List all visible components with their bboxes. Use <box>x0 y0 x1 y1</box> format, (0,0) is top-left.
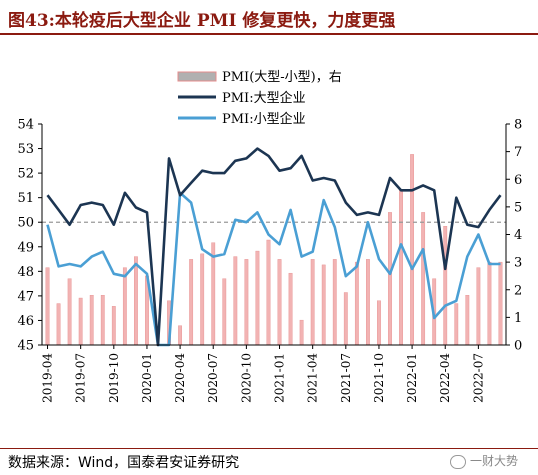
bar-2021-02 <box>288 272 293 346</box>
x-tick-label-2022-01: 2022-01 <box>405 353 419 403</box>
bar-series <box>45 154 503 346</box>
bar-2022-02 <box>421 212 426 346</box>
bar-2019-05 <box>56 303 61 346</box>
x-tick-label-2019-04: 2019-04 <box>41 353 55 403</box>
bar-2020-10 <box>244 259 249 346</box>
x-tick-label-2021-01: 2021-01 <box>273 353 287 403</box>
legend-bar-label: PMI(大型-小型)，右 <box>222 70 342 85</box>
chart-title: 图43:本轮疫后大型企业 PMI 修复更快，力度更强 <box>8 11 396 31</box>
x-tick-label-2021-07: 2021-07 <box>339 353 353 403</box>
right-tick-label-1: 1 <box>514 311 522 326</box>
data-source: 数据来源：Wind，国泰君安证券研究 <box>8 455 240 471</box>
bar-2021-10 <box>377 300 381 346</box>
bar-2020-09 <box>233 256 238 346</box>
x-tick-label-2022-07: 2022-07 <box>471 353 485 403</box>
bar-2021-12 <box>399 190 403 346</box>
x-tick-label-2020-07: 2020-07 <box>206 353 220 403</box>
bar-2021-08 <box>354 261 359 346</box>
x-tick-label-2019-10: 2019-10 <box>107 353 121 403</box>
x-tick-label-2022-04: 2022-04 <box>438 353 452 403</box>
left-tick-label-47: 47 <box>17 289 34 304</box>
bar-2020-04 <box>178 325 182 346</box>
bar-2020-05 <box>189 259 194 346</box>
bar-2021-01 <box>277 259 282 346</box>
bar-2021-05 <box>321 264 326 346</box>
left-tick-label-52: 52 <box>17 167 34 182</box>
bar-2020-06 <box>200 253 205 346</box>
bar-2021-03 <box>299 319 304 346</box>
footer-divider <box>0 448 538 449</box>
right-tick-label-6: 6 <box>514 173 522 188</box>
bar-2021-07 <box>343 292 348 346</box>
bar-2019-08 <box>89 295 94 346</box>
watermark: 一财大势 <box>450 452 518 469</box>
bar-2019-09 <box>100 295 105 346</box>
right-tick-label-2: 2 <box>514 283 522 298</box>
line-small-enterprise <box>46 191 501 347</box>
bar-2019-12 <box>134 256 138 346</box>
x-tick-label-2020-10: 2020-10 <box>239 353 253 403</box>
bar-2022-05 <box>454 303 459 346</box>
bar-2019-11 <box>122 267 127 346</box>
legend-bar-swatch <box>177 71 217 82</box>
bar-2022-06 <box>465 295 470 346</box>
x-tick-label-2021-04: 2021-04 <box>306 353 320 403</box>
right-tick-label-5: 5 <box>514 200 522 215</box>
x-tick-label-2021-10: 2021-10 <box>372 353 386 403</box>
bar-2022-09 <box>498 261 503 346</box>
bar-2022-07 <box>476 267 481 346</box>
legend: PMI(大型-小型)，右 PMI:大型企业 PMI:小型企业 <box>177 70 342 127</box>
right-tick-label-0: 0 <box>514 339 522 354</box>
bar-2021-09 <box>366 259 370 346</box>
wechat-icon <box>450 454 466 469</box>
right-tick-label-7: 7 <box>514 145 522 160</box>
bar-2022-01 <box>410 154 414 346</box>
bar-2020-11 <box>255 250 260 346</box>
right-tick-label-3: 3 <box>514 256 522 271</box>
bar-2022-08 <box>487 261 492 346</box>
bar-2020-12 <box>266 239 271 346</box>
left-tick-label-50: 50 <box>17 216 34 231</box>
x-tick-label-2020-04: 2020-04 <box>173 353 187 403</box>
bar-2019-10 <box>111 306 116 346</box>
title-divider <box>0 33 538 35</box>
x-tick-label-2020-01: 2020-01 <box>140 353 154 403</box>
left-tick-label-46: 46 <box>17 314 34 329</box>
x-tick-label-2019-07: 2019-07 <box>74 353 88 403</box>
right-tick-label-8: 8 <box>514 118 522 133</box>
left-tick-label-45: 45 <box>17 339 34 354</box>
bar-2020-07 <box>211 242 216 346</box>
bar-2021-06 <box>332 259 337 346</box>
legend-small-label: PMI:小型企业 <box>222 111 306 127</box>
legend-large-label: PMI:大型企业 <box>222 90 306 106</box>
bar-2019-06 <box>67 278 72 346</box>
bar-2022-04 <box>443 226 448 346</box>
left-tick-label-54: 54 <box>17 118 34 133</box>
left-tick-label-49: 49 <box>17 240 34 255</box>
line-series <box>46 147 502 347</box>
line-large-enterprise <box>46 147 502 347</box>
bar-2021-11 <box>388 212 392 346</box>
bar-2021-04 <box>310 259 315 346</box>
left-tick-label-53: 53 <box>17 142 34 157</box>
bar-2019-07 <box>78 297 83 346</box>
left-tick-label-48: 48 <box>17 265 34 280</box>
bar-2020-08 <box>222 278 227 346</box>
left-tick-label-51: 51 <box>17 191 34 206</box>
right-tick-label-4: 4 <box>514 228 522 243</box>
bar-2019-04 <box>45 267 50 346</box>
watermark-text: 一财大势 <box>470 454 519 468</box>
